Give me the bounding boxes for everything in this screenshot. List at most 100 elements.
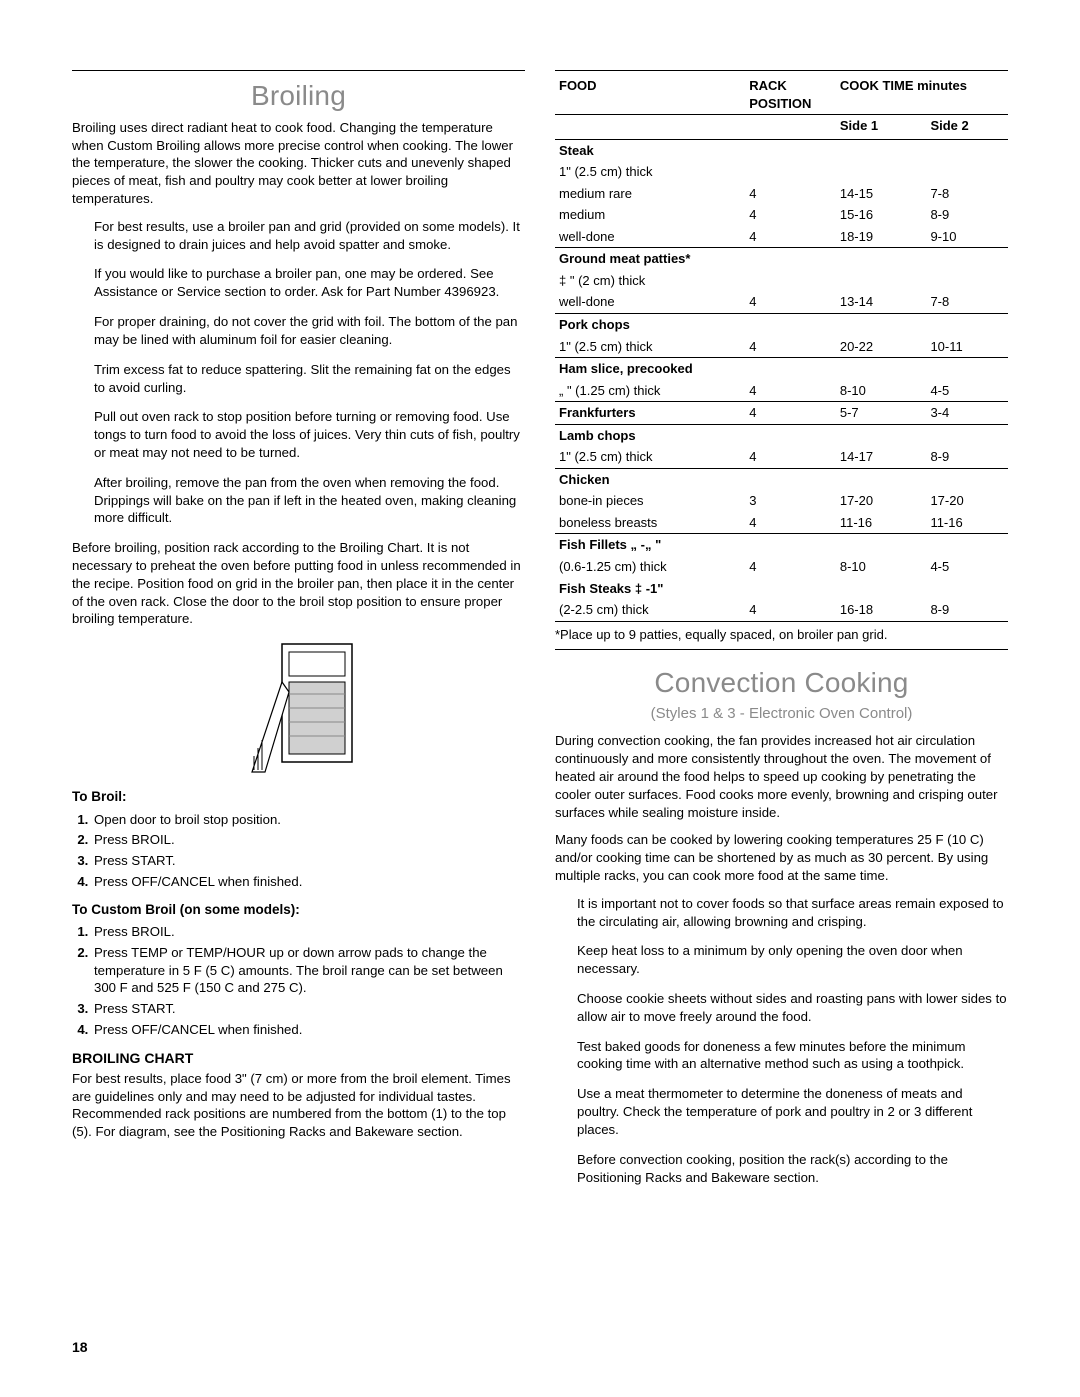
cell-side1: 11-16	[836, 512, 927, 534]
cell-rack: 4	[745, 556, 836, 578]
tip: Pull out oven rack to stop position befo…	[94, 408, 525, 461]
broiling-chart-head: BROILING CHART	[72, 1049, 525, 1068]
cell-side1: 5-7	[836, 402, 927, 425]
cell-side1: 8-10	[836, 380, 927, 402]
cell-rack: 4	[745, 402, 836, 425]
cell-side1: 17-20	[836, 490, 927, 512]
cell-side1: 14-17	[836, 446, 927, 468]
page: Broiling Broiling uses direct radiant he…	[0, 0, 1080, 1397]
tip: Use a meat thermometer to determine the …	[577, 1085, 1008, 1138]
tip: Choose cookie sheets without sides and r…	[577, 990, 1008, 1026]
tip: It is important not to cover foods so th…	[577, 895, 1008, 931]
custom-broil-head: To Custom Broil (on some models):	[72, 901, 525, 919]
food-label: 1" (2.5 cm) thick	[555, 336, 745, 358]
broiling-chart-table: FOOD RACK POSITION COOK TIME minutes Sid…	[555, 70, 1008, 622]
tip: If you would like to purchase a broiler …	[94, 265, 525, 301]
th-food: FOOD	[555, 71, 745, 115]
broiling-title: Broiling	[72, 77, 525, 115]
cell-rack: 3	[745, 490, 836, 512]
tip: After broiling, remove the pan from the …	[94, 474, 525, 527]
food-label: „ " (1.25 cm) thick	[555, 380, 745, 402]
food-group-title: Chicken	[559, 472, 610, 487]
tip: Trim excess fat to reduce spattering. Sl…	[94, 361, 525, 397]
food-group-title: Fish Steaks ‡ -1"	[559, 581, 663, 596]
cell-rack: 4	[745, 183, 836, 205]
cell-side2: 4-5	[926, 380, 1008, 402]
broiling-chart-text: For best results, place food 3" (7 cm) o…	[72, 1070, 525, 1141]
cell-rack: 4	[745, 226, 836, 248]
right-column: FOOD RACK POSITION COOK TIME minutes Sid…	[555, 70, 1008, 1198]
cell-side2: 8-9	[926, 599, 1008, 621]
cell-rack: 4	[745, 291, 836, 313]
food-group-title: Frankfurters	[559, 405, 636, 420]
step: Press OFF/CANCEL when finished.	[92, 1021, 525, 1039]
step: Press TEMP or TEMP/HOUR up or down arrow…	[92, 944, 525, 997]
step: Press OFF/CANCEL when finished.	[92, 873, 525, 891]
cell-rack: 4	[745, 512, 836, 534]
convection-tips: It is important not to cover foods so th…	[555, 895, 1008, 1187]
food-label: (0.6-1.25 cm) thick	[555, 556, 745, 578]
tip: Before convection cooking, position the …	[577, 1151, 1008, 1187]
cell-side2: 9-10	[926, 226, 1008, 248]
th-rack: RACK POSITION	[745, 71, 836, 115]
cell-side2: 4-5	[926, 556, 1008, 578]
convection-subtitle: (Styles 1 & 3 - Electronic Oven Control)	[555, 704, 1008, 724]
food-label: boneless breasts	[555, 512, 745, 534]
food-label: 1" (2.5 cm) thick	[555, 446, 745, 468]
broiling-intro: Broiling uses direct radiant heat to coo…	[72, 119, 525, 208]
tip: For proper draining, do not cover the gr…	[94, 313, 525, 349]
convection-title: Convection Cooking	[555, 664, 1008, 702]
step: Press BROIL.	[92, 831, 525, 849]
th-cook: COOK TIME minutes	[836, 71, 1008, 115]
cell-side2: 11-16	[926, 512, 1008, 534]
to-broil-head: To Broil:	[72, 788, 525, 806]
food-group-title: Ham slice, precooked	[559, 361, 693, 376]
oven-door-illustration	[234, 638, 364, 778]
left-column: Broiling Broiling uses direct radiant he…	[72, 70, 525, 1198]
tip: For best results, use a broiler pan and …	[94, 218, 525, 254]
food-group-title: Steak	[559, 143, 594, 158]
food-label: well-done	[555, 291, 745, 313]
cell-side1: 20-22	[836, 336, 927, 358]
food-label: well-done	[555, 226, 745, 248]
page-number: 18	[72, 1338, 88, 1357]
cell-side1: 14-15	[836, 183, 927, 205]
cell-side1: 8-10	[836, 556, 927, 578]
food-label: medium	[555, 204, 745, 226]
convection-p1: During convection cooking, the fan provi…	[555, 732, 1008, 821]
cell-side1: 15-16	[836, 204, 927, 226]
cell-side1: 16-18	[836, 599, 927, 621]
step: Press START.	[92, 1000, 525, 1018]
food-sub: ‡ " (2 cm) thick	[555, 270, 745, 292]
cell-side2: 3-4	[926, 402, 1008, 425]
cell-rack: 4	[745, 204, 836, 226]
cell-side2: 10-11	[926, 336, 1008, 358]
tip: Keep heat loss to a minimum by only open…	[577, 942, 1008, 978]
before-broiling: Before broiling, position rack according…	[72, 539, 525, 628]
cell-side2: 8-9	[926, 204, 1008, 226]
food-group-title: Lamb chops	[559, 428, 636, 443]
convection-p2: Many foods can be cooked by lowering coo…	[555, 831, 1008, 884]
cell-rack: 4	[745, 599, 836, 621]
tip: Test baked goods for doneness a few minu…	[577, 1038, 1008, 1074]
cell-side1: 18-19	[836, 226, 927, 248]
step: Open door to broil stop position.	[92, 811, 525, 829]
cell-rack: 4	[745, 446, 836, 468]
food-label: bone-in pieces	[555, 490, 745, 512]
table-footnote: *Place up to 9 patties, equally spaced, …	[555, 626, 1008, 651]
th-side2: Side 2	[926, 115, 1008, 140]
food-group-title: Fish Fillets „ -„ "	[559, 537, 661, 552]
custom-broil-steps: Press BROIL. Press TEMP or TEMP/HOUR up …	[72, 923, 525, 1039]
step: Press START.	[92, 852, 525, 870]
broiling-tips: For best results, use a broiler pan and …	[72, 218, 525, 527]
cell-side1: 13-14	[836, 291, 927, 313]
food-group-title: Pork chops	[559, 317, 630, 332]
cell-side2: 8-9	[926, 446, 1008, 468]
cell-side2: 7-8	[926, 291, 1008, 313]
food-sub: 1" (2.5 cm) thick	[555, 161, 745, 183]
food-group-title: Ground meat patties*	[559, 251, 690, 266]
food-label: (2-2.5 cm) thick	[555, 599, 745, 621]
step: Press BROIL.	[92, 923, 525, 941]
food-label: medium rare	[555, 183, 745, 205]
th-side1: Side 1	[836, 115, 927, 140]
